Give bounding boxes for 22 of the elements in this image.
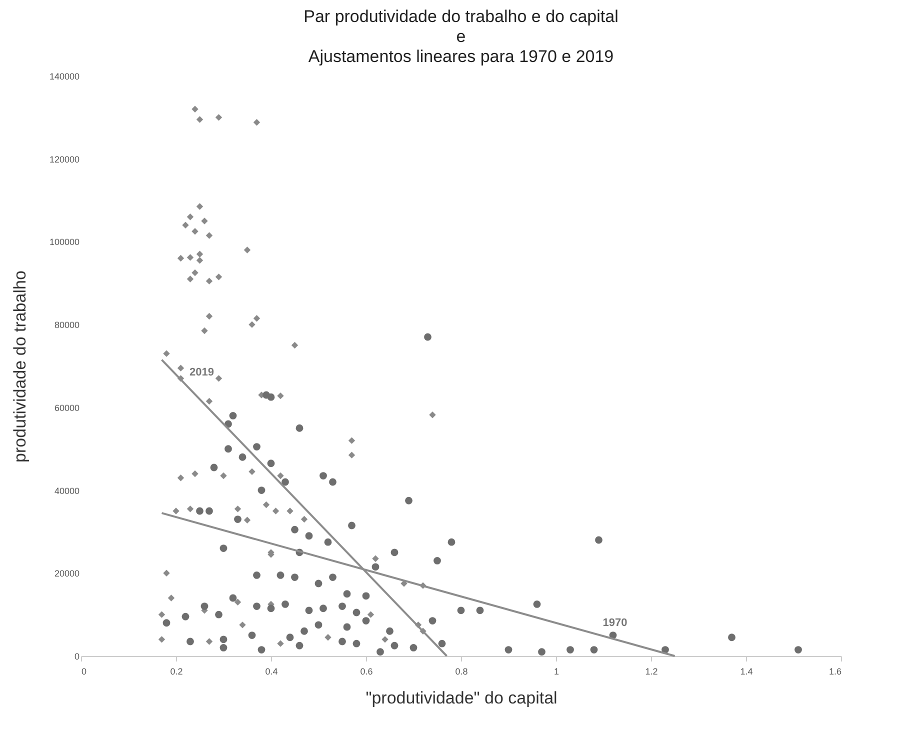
x-tick-label: 1.2 (645, 666, 658, 676)
x-tick-label: 1 (554, 666, 560, 676)
x-axis-title: "produtividade" do capital (366, 688, 558, 708)
y-tick-label: 40000 (54, 486, 80, 496)
annotation: 2019 (190, 366, 214, 379)
y-tick-label: 20000 (54, 568, 80, 579)
y-tick-label: 80000 (54, 320, 80, 330)
annotation: 1970 (602, 616, 628, 629)
y-tick-label: 120000 (49, 154, 80, 164)
x-tick-label: 1.6 (828, 666, 842, 676)
y-tick-label: 100000 (49, 237, 80, 248)
y-tick-label: 0 (74, 652, 80, 662)
x-tick-label: 1.4 (740, 666, 753, 676)
y-tick-label: 140000 (49, 72, 80, 82)
x-tick-label: 0.2 (170, 666, 183, 676)
x-tick-label: 0.4 (265, 666, 278, 676)
x-tick-label: 0.8 (455, 666, 468, 676)
y-tick-label: 60000 (54, 402, 80, 413)
chart-title: Par produtividade do trabalho e do capital e Ajustamentos lineares para 1970 e 2019 (304, 7, 618, 66)
x-tick-label: 0 (82, 666, 87, 676)
x-tick-label: 0.6 (360, 666, 373, 676)
y-axis-title: produtividade do trabalho (10, 270, 30, 462)
